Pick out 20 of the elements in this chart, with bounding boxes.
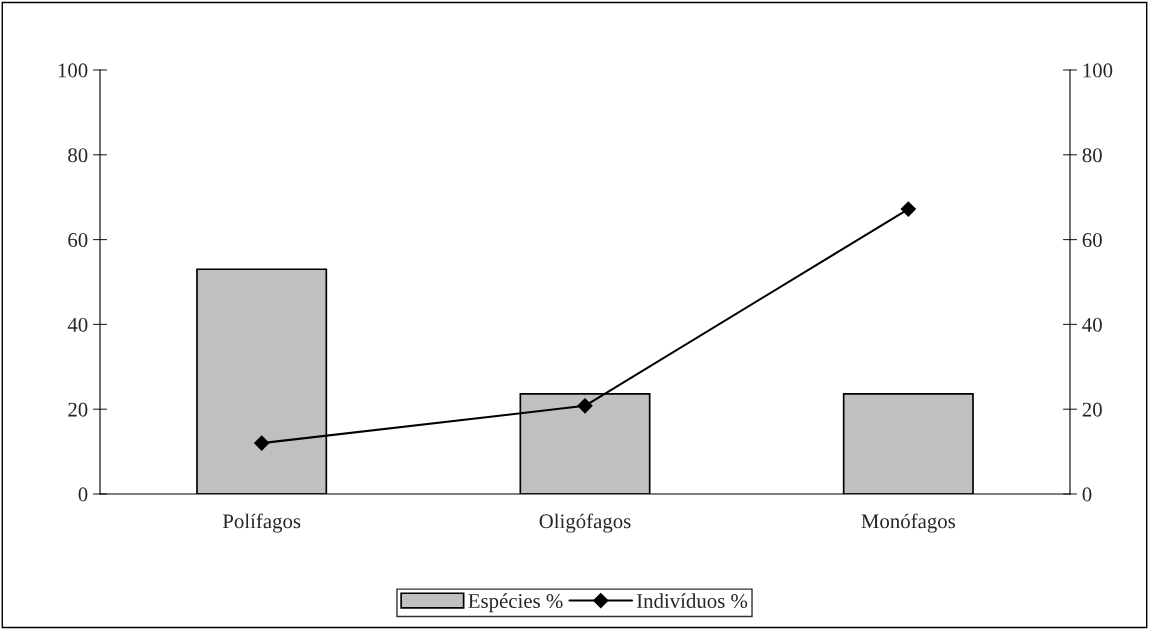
x-tick-label: Monófagos — [861, 513, 956, 533]
y2-tick-label: 20 — [1082, 402, 1102, 417]
legend-label: Espécies % — [468, 593, 563, 613]
y-tick-label: 40 — [67, 317, 88, 332]
y-tick-label: 20 — [68, 402, 88, 417]
x-tick-label: Polífagos — [222, 513, 301, 533]
x-tick-label: Oligófagos — [539, 513, 631, 533]
y2-tick-label: 0 — [1082, 487, 1092, 502]
y2-tick-label: 40 — [1082, 317, 1102, 332]
y-tick-label: 0 — [78, 487, 88, 502]
legend-label: Indivíduos % — [636, 593, 748, 609]
point — [577, 398, 593, 414]
point — [900, 201, 916, 217]
y-tick-label: 100 — [58, 63, 88, 78]
y2-tick-label: 100 — [1083, 63, 1113, 78]
y-tick-label: 60 — [68, 232, 88, 248]
point — [254, 435, 270, 451]
y-tick-label: 80 — [68, 148, 88, 163]
y2-tick-label: 80 — [1082, 148, 1102, 163]
y2-tick-label: 60 — [1082, 232, 1102, 248]
